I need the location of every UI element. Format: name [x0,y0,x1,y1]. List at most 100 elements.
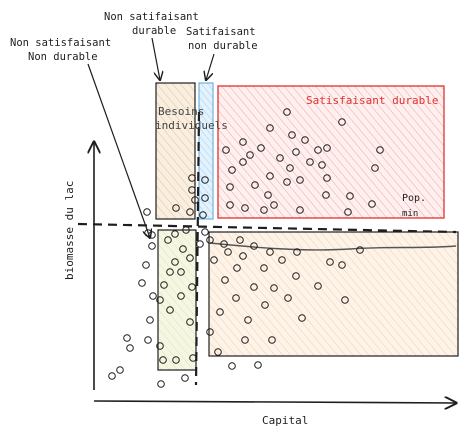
agent-point [236,236,244,244]
agent-point [196,240,204,248]
agent-point [146,316,154,324]
label-non-satisfaisant-durable-1: Non satifaisant [104,11,199,23]
agent-point [157,380,165,388]
agent-point [239,138,247,146]
agent-point [251,181,259,189]
agent-point [292,272,300,280]
agent-point [144,336,152,344]
agent-point [266,248,274,256]
agent-point [264,191,272,199]
agent-point [116,366,124,374]
agent-point [156,296,164,304]
agent-point [257,144,265,152]
agent-point [268,336,276,344]
agent-point [241,336,249,344]
agent-point [179,245,187,253]
label-pop-min-1: Pop. [402,193,426,204]
agent-point [266,172,274,180]
agent-point [318,161,326,169]
threshold-vertical [194,111,201,386]
agent-point [293,248,301,256]
arrow-non-satisfaisant-non-durable [87,63,150,238]
agent-point [278,256,286,264]
agent-point [232,294,240,302]
agent-point [220,240,228,248]
agent-point [296,206,304,214]
agent-point [376,146,384,154]
x-axis [93,401,456,403]
agent-point [298,314,306,322]
agent-point [186,208,194,216]
agent-point [322,191,330,199]
agent-point [288,131,296,139]
agent-point [210,256,218,264]
label-satisfaisant-durable: Satisfaisant durable [306,94,438,107]
label-satisfaisant-non-durable-2: non durable [188,40,258,52]
agent-point [323,144,331,152]
agent-point [144,229,152,237]
agent-point [356,246,364,254]
agent-point [201,194,209,202]
agent-point [123,334,131,342]
agent-point [260,206,268,214]
agent-point [244,316,252,324]
agent-point [224,248,232,256]
agent-point [261,301,269,309]
zone-besoins-individuels [155,82,196,220]
agent-point [143,208,151,216]
agent-point [338,261,346,269]
agent-point [371,164,379,172]
threshold-horizontal [77,222,457,234]
agent-point [239,252,247,260]
arrow-satisfaisant-non-durable [206,53,215,80]
agent-point [188,186,196,194]
agent-point [239,158,247,166]
pop-min-curve [209,242,457,251]
agent-point [189,354,197,362]
agent-point [241,204,249,212]
agent-point [284,294,292,302]
agent-point [177,268,185,276]
label-pop-min-2: min [402,209,418,219]
agent-point [164,236,172,244]
agent-point [191,196,199,204]
agent-point [149,292,157,300]
agent-points [108,108,384,388]
agent-point [286,164,294,172]
label-besoins-1: Besoins [158,105,204,118]
agent-point [250,242,258,250]
agent-point [188,283,196,291]
agent-point [177,292,185,300]
agent-point [338,118,346,126]
agent-point [182,226,190,234]
agent-point [221,276,229,284]
agent-point [138,279,146,287]
agent-point [326,258,334,266]
agent-point [270,201,278,209]
agent-point [270,284,278,292]
agent-point [283,178,291,186]
zone-non-satisfaisant-durable [208,231,459,357]
label-non-satisfaisant-non-durable-2: Non durable [28,51,98,63]
agent-point [156,342,164,350]
agent-point [159,356,167,364]
agent-point [222,146,230,154]
agent-point [148,231,156,239]
agent-point [199,211,207,219]
zone-non-satisfaisant-non-durable [157,229,197,371]
agent-point [226,183,234,191]
label-non-satisfaisant-durable-2: durable [132,25,176,37]
agent-point [301,136,309,144]
agent-point [323,174,331,182]
agent-point [341,296,349,304]
agent-point [216,308,224,316]
agent-point [228,362,236,370]
arrow-non-satisfaisant-durable [151,37,160,80]
agent-point [266,124,274,132]
agent-point [142,261,150,269]
y-axis-label: biomasse du lac [63,181,76,280]
agent-point [226,201,234,209]
agent-point [276,154,284,162]
agent-point [314,282,322,290]
